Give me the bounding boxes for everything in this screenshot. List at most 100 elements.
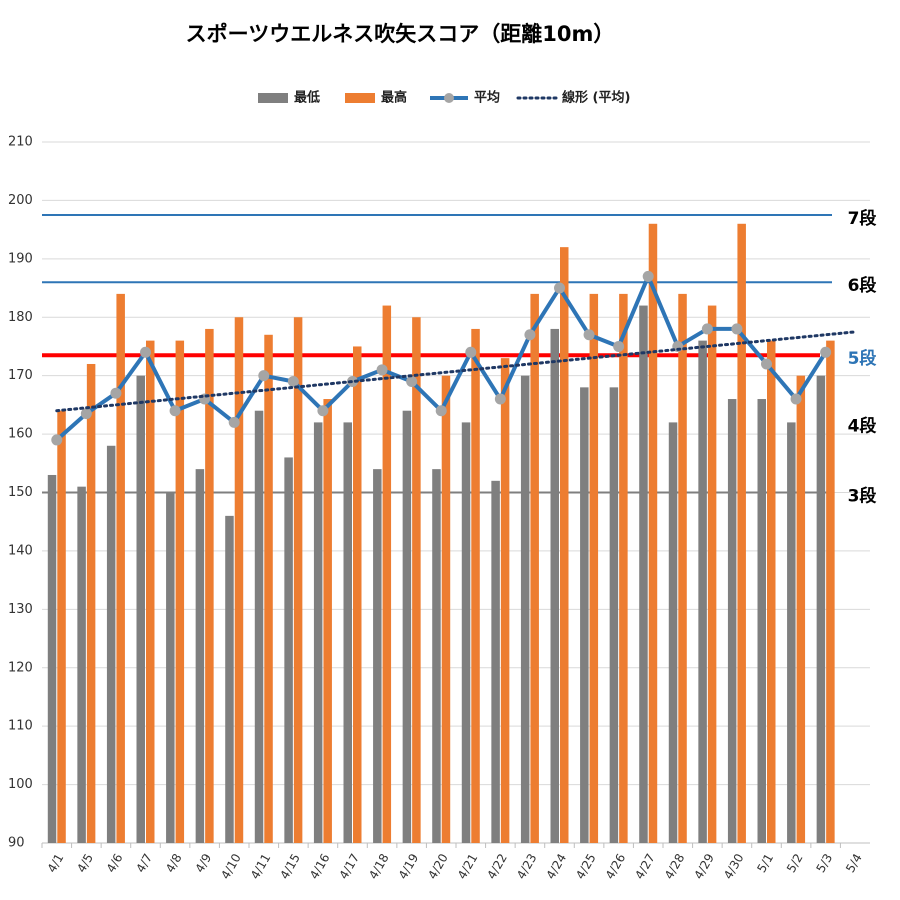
x-tick-label: 4/23	[514, 851, 540, 881]
y-tick-label: 170	[8, 368, 33, 383]
x-tick-label: 4/19	[396, 851, 422, 881]
average-marker	[80, 408, 92, 420]
bar	[343, 422, 352, 843]
bar	[767, 340, 776, 843]
average-marker	[51, 434, 63, 446]
x-tick-label: 4/6	[104, 851, 126, 875]
y-tick-label: 210	[8, 135, 33, 150]
bar	[491, 480, 500, 843]
bar	[737, 223, 746, 844]
x-tick-label: 4/30	[721, 851, 747, 881]
y-tick-label: 90	[8, 836, 25, 851]
bar	[678, 293, 687, 844]
y-tick-label: 140	[8, 543, 33, 558]
bar	[146, 340, 155, 843]
x-tick-label: 4/11	[248, 851, 274, 881]
x-tick-label: 4/17	[337, 851, 363, 881]
average-marker	[642, 270, 654, 282]
x-tick-label: 4/20	[425, 851, 451, 881]
bar	[86, 363, 96, 843]
x-tick-label: 4/7	[133, 851, 155, 875]
bar	[323, 399, 332, 843]
x-tick-label: 4/25	[573, 851, 599, 881]
chart-title: スポーツウエルネス吹矢スコア（距離10m）	[186, 22, 615, 46]
bar	[166, 492, 175, 843]
y-tick-label: 110	[8, 719, 33, 734]
average-marker	[110, 387, 122, 399]
average-marker	[701, 323, 713, 335]
x-tick-label: 4/18	[366, 851, 392, 881]
bar	[668, 422, 678, 843]
x-tick-label: 4/16	[307, 851, 333, 881]
x-tick-label: 4/27	[632, 851, 658, 881]
legend-swatch	[345, 93, 375, 103]
reference-label: 6段	[848, 275, 877, 296]
average-marker	[731, 323, 743, 335]
average-marker	[140, 346, 151, 358]
bar	[175, 340, 185, 843]
legend-label: 最高	[381, 90, 407, 106]
bar	[727, 399, 737, 843]
bar	[116, 293, 125, 844]
bar	[57, 410, 66, 843]
bar	[580, 387, 589, 843]
bar	[520, 375, 530, 843]
x-tick-label: 5/2	[784, 851, 806, 875]
y-tick-label: 200	[8, 193, 33, 208]
average-marker	[761, 358, 772, 370]
x-tick-label: 4/9	[192, 851, 214, 875]
x-tick-label: 4/26	[603, 851, 629, 881]
y-tick-label: 180	[8, 310, 33, 325]
bar	[530, 293, 539, 844]
average-marker	[169, 405, 181, 417]
bar	[757, 399, 766, 843]
average-marker	[258, 370, 270, 382]
bar	[412, 317, 421, 843]
bar	[313, 422, 323, 843]
bar	[707, 305, 717, 844]
bar	[648, 223, 658, 844]
bar	[826, 340, 835, 843]
bar	[432, 469, 441, 843]
average-marker	[524, 329, 536, 341]
x-tick-label: 4/5	[74, 851, 96, 875]
x-tick-label: 4/24	[544, 851, 570, 881]
legend-label: 線形 (平均)	[562, 90, 630, 106]
bar	[353, 346, 362, 843]
bar	[787, 422, 796, 843]
x-tick-label: 4/1	[45, 851, 67, 875]
bar	[471, 328, 480, 843]
bar	[619, 293, 628, 844]
x-tick-label: 4/28	[662, 851, 688, 881]
bar	[106, 445, 116, 843]
x-tick-label: 4/8	[163, 851, 185, 875]
average-marker	[228, 416, 240, 428]
bar	[550, 328, 559, 843]
average-marker	[406, 376, 418, 388]
bar	[293, 317, 303, 843]
y-tick-label: 150	[8, 485, 33, 500]
average-marker	[494, 393, 506, 405]
bar	[796, 375, 806, 843]
reference-label: 3段	[848, 486, 877, 507]
legend-swatch	[258, 93, 288, 103]
bar	[264, 334, 273, 843]
x-tick-label: 4/10	[218, 851, 244, 881]
bar	[441, 375, 451, 843]
bar	[639, 305, 648, 844]
reference-label: 5段	[848, 348, 877, 369]
x-tick-label: 4/29	[691, 851, 717, 881]
x-tick-label: 4/22	[484, 851, 510, 881]
y-tick-label: 120	[8, 660, 33, 675]
bar	[254, 410, 264, 843]
bar	[698, 340, 707, 843]
x-tick-label: 4/21	[455, 851, 481, 881]
y-tick-label: 190	[8, 251, 33, 266]
bar	[816, 375, 826, 843]
average-marker	[790, 393, 802, 405]
legend-label: 平均	[474, 90, 500, 106]
x-tick-label: 5/4	[843, 851, 865, 875]
bar	[382, 305, 392, 844]
bar	[560, 247, 569, 843]
